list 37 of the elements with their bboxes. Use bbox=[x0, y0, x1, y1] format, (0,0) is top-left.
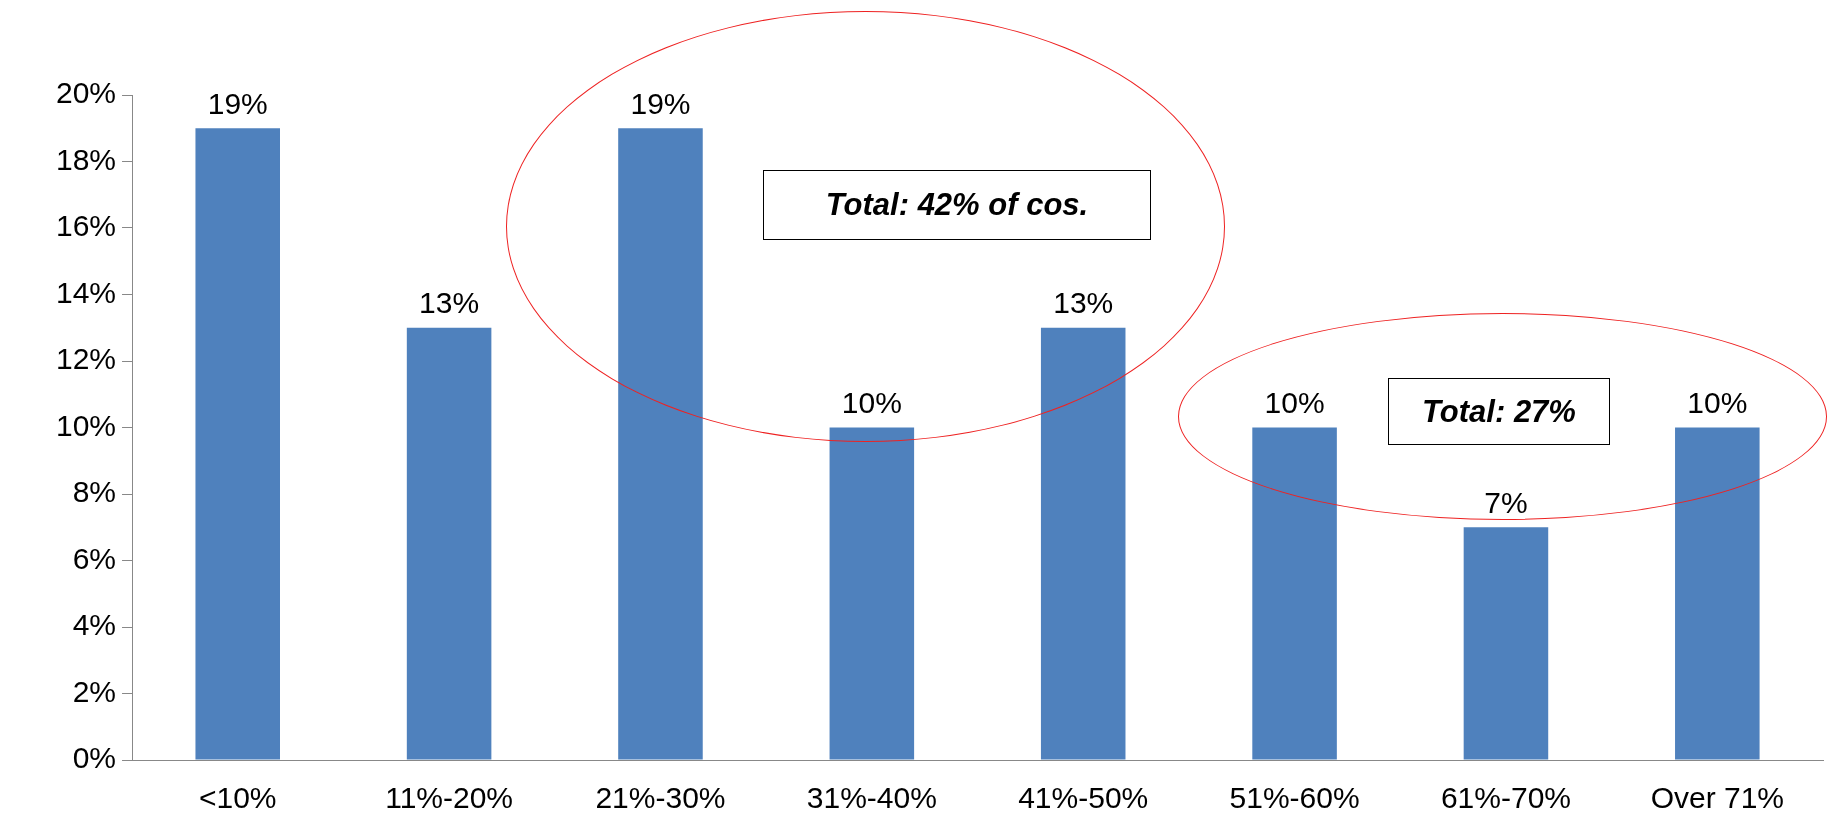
data-label: 19% bbox=[207, 86, 268, 120]
y-tick-label: 18% bbox=[56, 142, 117, 176]
y-tick-label: 0% bbox=[72, 741, 117, 775]
bar bbox=[406, 327, 492, 760]
y-tick-label: 14% bbox=[56, 275, 117, 309]
x-tick-label: Over 71% bbox=[1650, 781, 1785, 815]
x-tick-label: 31%-40% bbox=[806, 781, 937, 815]
x-tick-label: 61%-70% bbox=[1440, 781, 1571, 815]
data-label: 10% bbox=[1687, 385, 1748, 419]
data-label: 13% bbox=[1053, 286, 1114, 320]
x-tick-label: <10% bbox=[198, 781, 277, 815]
bar bbox=[1252, 427, 1337, 760]
x-tick-label: 51%-60% bbox=[1229, 781, 1360, 815]
y-tick-label: 12% bbox=[56, 342, 117, 376]
data-label: 10% bbox=[841, 385, 902, 419]
y-tick-label: 6% bbox=[72, 541, 117, 575]
y-tick-label: 2% bbox=[72, 674, 117, 708]
bar bbox=[195, 128, 280, 760]
bar bbox=[1675, 427, 1760, 760]
x-tick-label: 41%-50% bbox=[1018, 781, 1149, 815]
data-label: 10% bbox=[1264, 385, 1325, 419]
y-tick-label: 16% bbox=[56, 209, 117, 243]
data-label: 19% bbox=[630, 86, 691, 120]
x-tick-label: 21%-30% bbox=[595, 781, 726, 815]
y-tick-label: 8% bbox=[72, 475, 117, 509]
bar bbox=[1463, 527, 1549, 760]
y-tick-label: 20% bbox=[56, 76, 117, 110]
y-tick-label: 10% bbox=[56, 408, 117, 442]
bar bbox=[829, 427, 915, 760]
annotation: Total: 42% of cos. bbox=[763, 170, 1151, 240]
bar bbox=[1040, 327, 1126, 760]
annotation: Total: 27% bbox=[1388, 378, 1610, 445]
y-tick-label: 4% bbox=[72, 608, 117, 642]
bar bbox=[618, 128, 703, 760]
data-label: 13% bbox=[419, 286, 480, 320]
data-label: 7% bbox=[1484, 485, 1528, 519]
x-tick-label: 11%-20% bbox=[385, 781, 514, 815]
